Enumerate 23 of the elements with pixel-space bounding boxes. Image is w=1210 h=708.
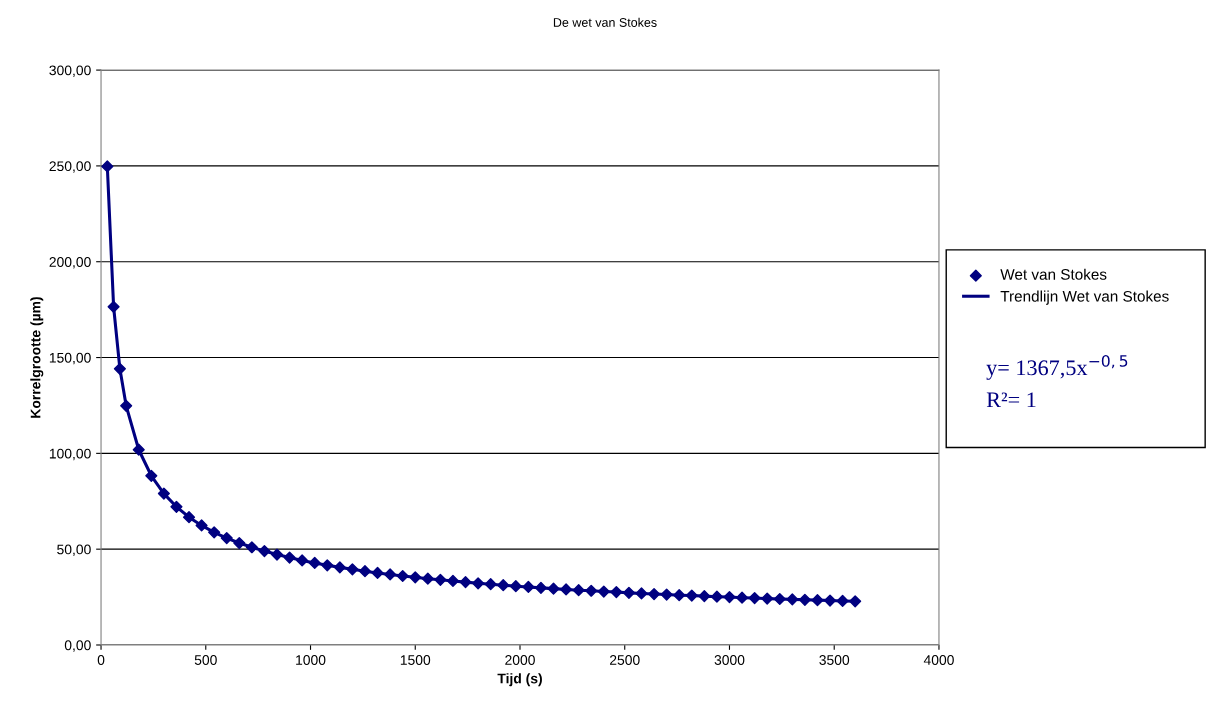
y-tick-label: 250,00 — [49, 161, 91, 173]
legend-label: Trendlijn Wet van Stokes — [1000, 290, 1169, 305]
x-tick-label: 500 — [194, 655, 217, 665]
y-tick-label: 0,00 — [64, 640, 91, 652]
x-tick-label: 0 — [97, 655, 105, 665]
chart-title: De wet van Stokes — [553, 17, 657, 27]
x-tick-label: 3500 — [819, 655, 850, 665]
y-tick-label: 300,00 — [49, 65, 91, 77]
x-tick-label: 3000 — [714, 655, 745, 665]
y-axis-title: Korrelgrootte (µm) — [30, 297, 44, 418]
legend-label: Wet van Stokes — [1000, 268, 1107, 280]
text: y= 1367,5x$^{−0,5}$ — [986, 355, 1128, 380]
y-tick-label: 100,00 — [49, 448, 91, 461]
x-tick-label: 1500 — [400, 655, 431, 665]
text: R²= 1 — [986, 392, 1036, 408]
x-tick-label: 4000 — [923, 655, 954, 665]
x-tick-label: 2000 — [505, 655, 535, 665]
x-tick-label: 2500 — [609, 655, 640, 665]
x-axis-title: Tijd (s) — [497, 673, 542, 687]
y-tick-label: 50,00 — [57, 544, 91, 556]
x-tick-label: 1000 — [296, 655, 326, 665]
y-tick-label: 150,00 — [49, 352, 91, 365]
y-tick-label: 200,00 — [49, 257, 91, 269]
